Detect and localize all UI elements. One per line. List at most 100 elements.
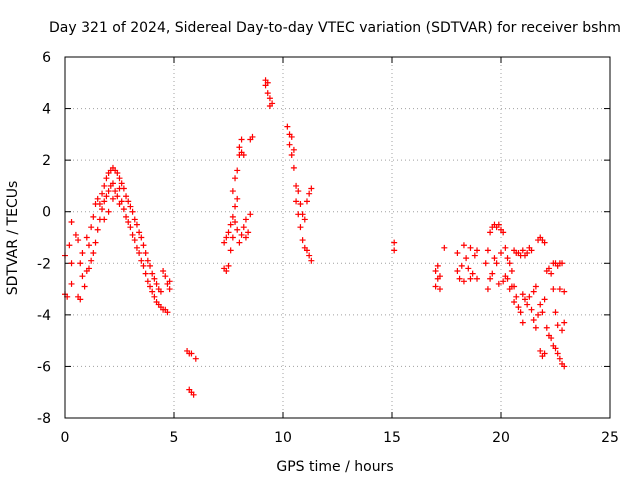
data-point: [290, 164, 297, 171]
data-point: [164, 309, 171, 316]
data-point: [151, 293, 158, 300]
data-point: [68, 219, 75, 226]
data-point: [144, 257, 151, 264]
data-point: [90, 249, 97, 256]
data-point: [94, 226, 101, 233]
data-point: [123, 213, 130, 220]
data-point: [142, 270, 149, 277]
data-point: [166, 278, 173, 285]
data-point: [465, 265, 472, 272]
data-point: [484, 286, 491, 293]
data-point: [96, 200, 103, 207]
data-point: [493, 260, 500, 267]
data-point: [293, 198, 300, 205]
data-point: [133, 221, 140, 228]
data-point: [99, 206, 106, 213]
chart-title: Day 321 of 2024, Sidereal Day-to-day VTE…: [49, 20, 621, 36]
y-tick-label: -2: [37, 256, 51, 272]
data-point: [521, 296, 528, 303]
data-point: [500, 229, 507, 236]
data-point: [491, 255, 498, 262]
data-point: [293, 182, 300, 189]
data-point: [539, 309, 546, 316]
data-point: [515, 304, 522, 311]
data-point: [131, 237, 138, 244]
data-point: [290, 146, 297, 153]
data-point: [81, 283, 88, 290]
data-point: [136, 229, 143, 236]
data-point: [502, 244, 509, 251]
data-point: [441, 244, 448, 251]
data-point: [234, 167, 241, 174]
data-point: [469, 270, 476, 277]
data-point: [242, 216, 249, 223]
data-point: [166, 286, 173, 293]
data-point: [299, 237, 306, 244]
data-point: [519, 291, 526, 298]
data-point: [221, 239, 228, 246]
data-point: [112, 188, 119, 195]
x-tick-label: 5: [170, 430, 179, 446]
data-point: [88, 224, 95, 231]
data-point: [232, 175, 239, 182]
data-point: [456, 275, 463, 282]
data-point: [519, 247, 526, 254]
data-point: [266, 95, 273, 102]
x-tick-label: 20: [492, 430, 510, 446]
data-point: [474, 247, 481, 254]
data-point: [511, 298, 518, 305]
data-point: [554, 350, 561, 357]
data-point: [541, 350, 548, 357]
data-point: [474, 275, 481, 282]
data-point: [83, 234, 90, 241]
data-point: [131, 216, 138, 223]
data-point: [229, 234, 236, 241]
data-point: [561, 288, 568, 295]
data-point: [532, 283, 539, 290]
data-point: [552, 345, 559, 352]
data-point: [116, 175, 123, 182]
data-point: [236, 239, 243, 246]
data-point: [306, 190, 313, 197]
data-point: [517, 309, 524, 316]
grid: [65, 57, 610, 418]
data-point: [75, 237, 82, 244]
data-point: [463, 255, 470, 262]
data-point: [489, 270, 496, 277]
data-point: [504, 275, 511, 282]
data-point: [482, 260, 489, 267]
data-point: [552, 309, 559, 316]
data-point: [548, 270, 555, 277]
data-point: [526, 293, 533, 300]
data-point: [127, 224, 134, 231]
data-point: [133, 244, 140, 251]
x-axis-label: GPS time / hours: [276, 459, 393, 475]
data-point: [225, 229, 232, 236]
data-point: [105, 208, 112, 215]
data-point: [151, 275, 158, 282]
data-point: [550, 286, 557, 293]
data-point: [85, 265, 92, 272]
data-point: [556, 355, 563, 362]
data-point: [541, 239, 548, 246]
x-tick-label: 25: [601, 430, 619, 446]
x-tick-label: 10: [274, 430, 292, 446]
data-point: [471, 252, 478, 259]
data-point: [297, 224, 304, 231]
data-point: [524, 301, 531, 308]
data-point: [123, 193, 130, 200]
data-point: [90, 213, 97, 220]
data-point: [519, 319, 526, 326]
data-point: [68, 260, 75, 267]
data-point: [436, 286, 443, 293]
data-point: [495, 280, 502, 287]
data-point: [545, 265, 552, 272]
y-tick-label: 6: [42, 50, 51, 66]
data-point: [303, 198, 310, 205]
data-point: [229, 213, 236, 220]
data-point: [129, 208, 136, 215]
data-point: [85, 242, 92, 249]
data-point: [88, 257, 95, 264]
data-point: [109, 180, 116, 187]
